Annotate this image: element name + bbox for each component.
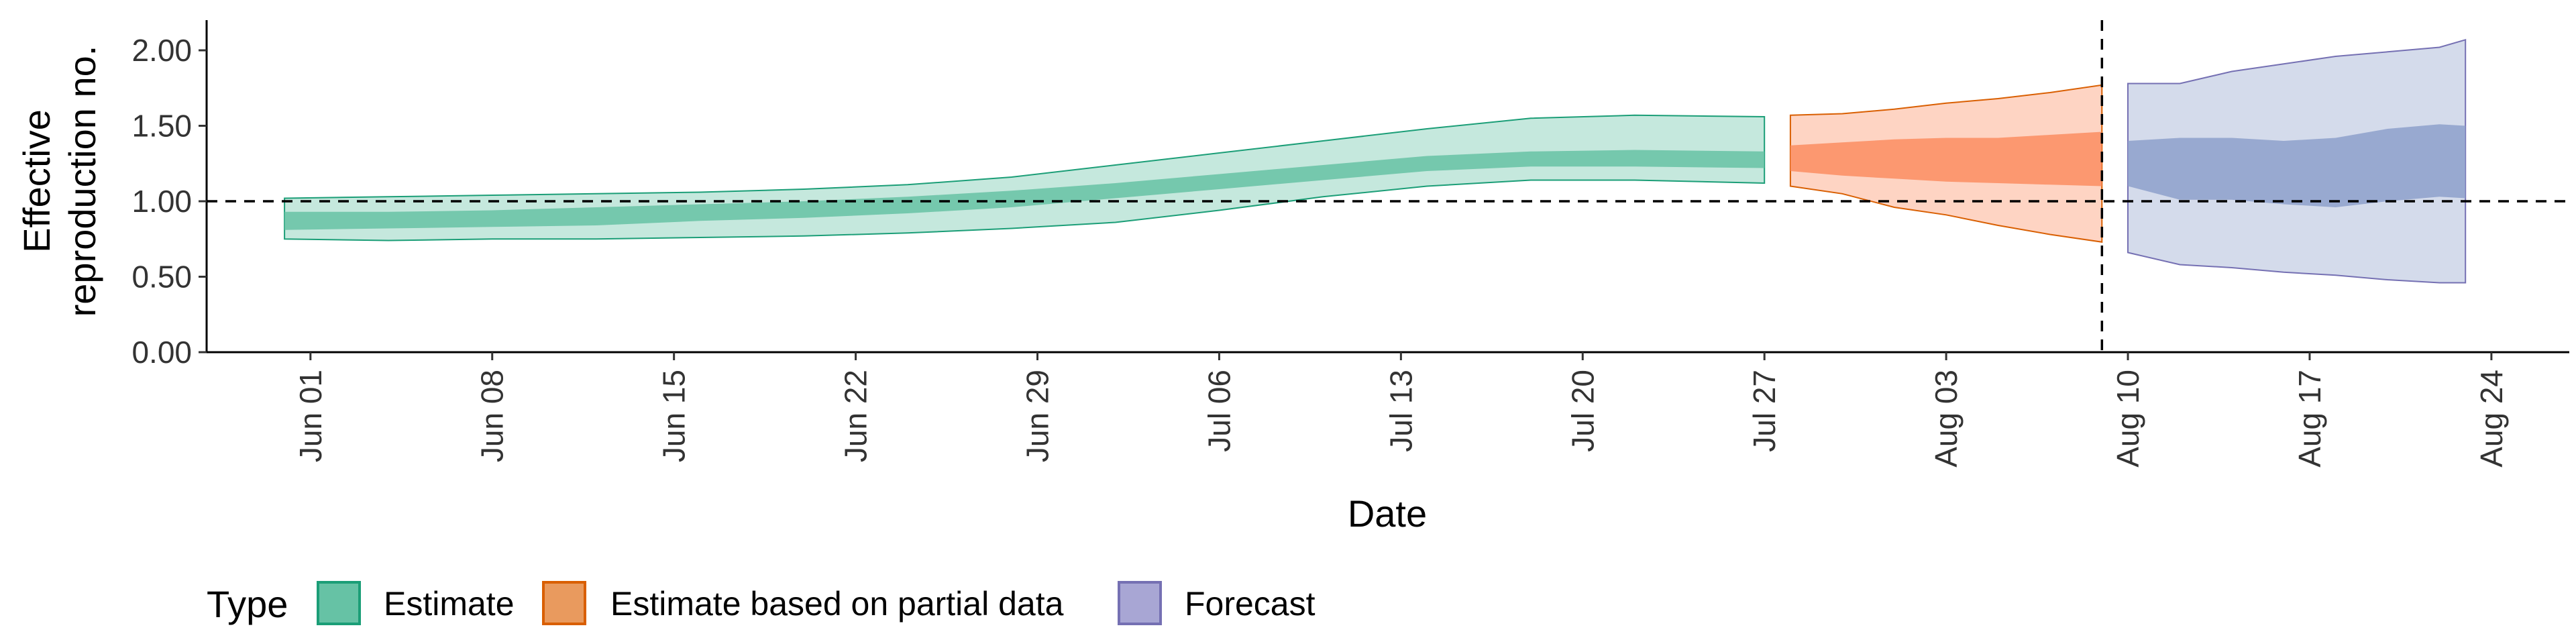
plot-area [284,38,2467,284]
x-ticks: Jun 01 Jun 08 Jun 15 Jun 22 Jun 29 Jul 06 Jul … [293,352,2509,468]
x-tick-label: Jun 01 [293,370,328,462]
y-axis-title-line-2: reproduction no. [61,46,103,317]
x-tick-label: Aug 03 [1929,370,1964,468]
x-tick-label: Aug 10 [2110,370,2145,468]
inner-band-estimate [284,150,1765,230]
x-tick-label: Jun 22 [839,370,873,462]
y-ticks: 0.00 0.50 1.00 1.50 2.00 [131,33,207,370]
y-tick-label: 0.00 [131,335,192,370]
series-forecast [2127,38,2467,284]
x-tick-label: Jul 06 [1201,370,1236,452]
inner-band-forecast [2128,124,2466,207]
legend-label-forecast: Forecast [1185,585,1316,623]
y-tick-label: 1.50 [131,109,192,144]
series-estimate-based-on-partial-data [1789,84,2103,243]
legend-key-partial [542,581,586,625]
y-tick-label: 0.50 [131,260,192,294]
legend-label-estimate: Estimate [384,585,515,623]
legend-key-estimate [317,581,361,625]
axes [205,20,2569,354]
x-tick-label: Aug 24 [2474,370,2509,468]
y-axis-title-line-1: Effective [15,109,58,253]
y-tick-label: 2.00 [131,33,192,68]
inner-band-estimate-based-on-partial-data [1790,131,2102,186]
legend-label-partial: Estimate based on partial data [610,585,1064,623]
x-tick-label: Jun 08 [475,370,510,462]
legend-title: Type [207,583,288,625]
x-tick-label: Jun 15 [657,370,692,462]
x-axis-title: Date [1348,492,1427,535]
y-tick-label: 1.00 [131,184,192,219]
x-tick-label: Jul 27 [1747,370,1782,452]
x-tick-label: Jun 29 [1020,370,1055,462]
x-tick-label: Jul 20 [1565,370,1600,452]
legend: Type Estimate Estimate based on partial … [207,581,1316,625]
series-estimate [284,114,1766,241]
legend-key-forecast [1118,581,1162,625]
x-tick-label: Aug 17 [2292,370,2327,468]
x-tick-label: Jul 13 [1383,370,1418,452]
